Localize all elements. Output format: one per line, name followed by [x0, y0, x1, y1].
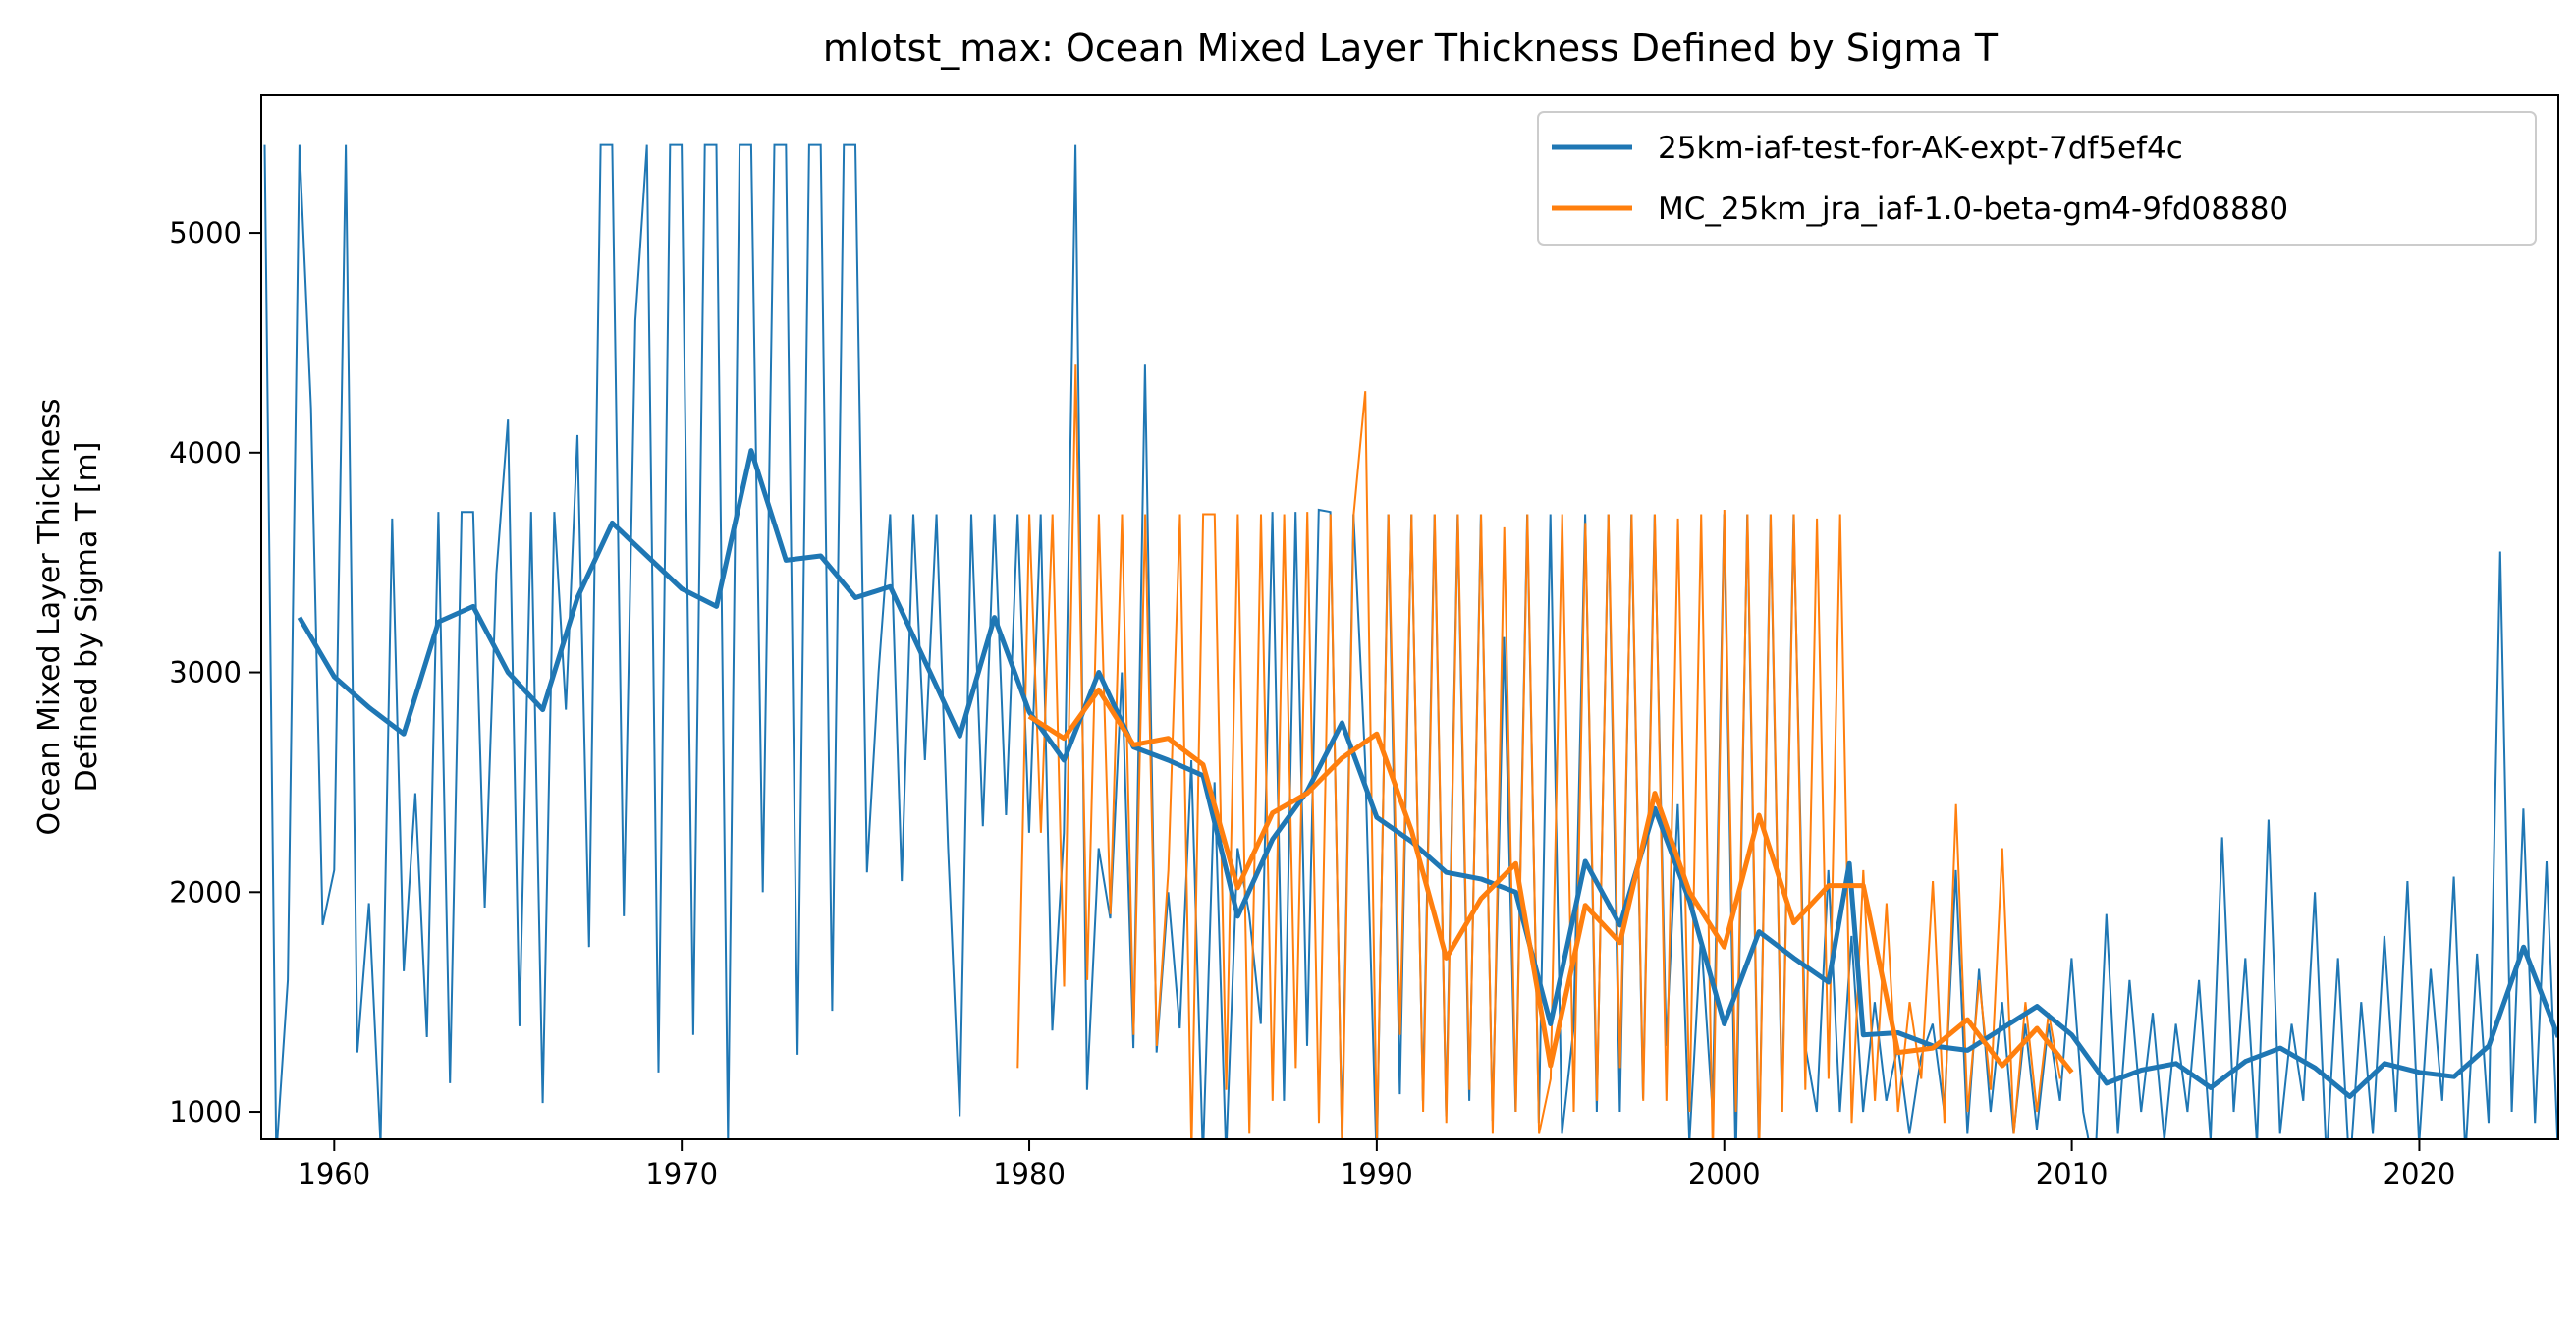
y-tick-label: 4000	[169, 436, 242, 469]
plot-area: 1960 1970 1980 1990 2000 2010 2020 1000 2000 300…	[169, 94, 2559, 1190]
x-tick-label: 1960	[298, 1157, 370, 1190]
x-tick-label: 2020	[2384, 1157, 2456, 1190]
y-tick-label: 3000	[169, 656, 242, 689]
y-tick-label: 1000	[169, 1095, 242, 1129]
x-tick-label: 1990	[1341, 1157, 1413, 1190]
x-tick-label: 2000	[1688, 1157, 1761, 1190]
x-tick-label: 2010	[2036, 1157, 2109, 1190]
series-1-monthly-line	[1016, 364, 2061, 1139]
series-0-monthly-line	[263, 143, 2558, 1139]
legend-box	[1537, 111, 2537, 246]
x-tick-label: 1970	[645, 1157, 718, 1190]
legend-label-orange: MC_25km_jra_iaf-1.0-beta-gm4-9fd08880	[1658, 192, 2288, 227]
x-tick-label: 1980	[993, 1157, 1066, 1190]
series-1-annual-line	[1027, 687, 2074, 1075]
y-tick-label: 2000	[169, 875, 242, 909]
y-axis-label-line2: Defined by Sigma T [m]	[70, 442, 104, 793]
y-axis-label-line1: Ocean Mixed Layer Thickness	[32, 398, 67, 835]
chart-title: mlotst_max: Ocean Mixed Layer Thickness …	[823, 27, 1999, 70]
legend: 25km-iaf-test-for-AK-expt-7df5ef4c MC_25…	[1537, 111, 2537, 246]
axes-frame	[260, 94, 2559, 1140]
legend-label-blue: 25km-iaf-test-for-AK-expt-7df5ef4c	[1658, 131, 2183, 166]
series-0-annual-line	[297, 448, 2558, 1099]
y-tick-label: 5000	[169, 216, 242, 249]
